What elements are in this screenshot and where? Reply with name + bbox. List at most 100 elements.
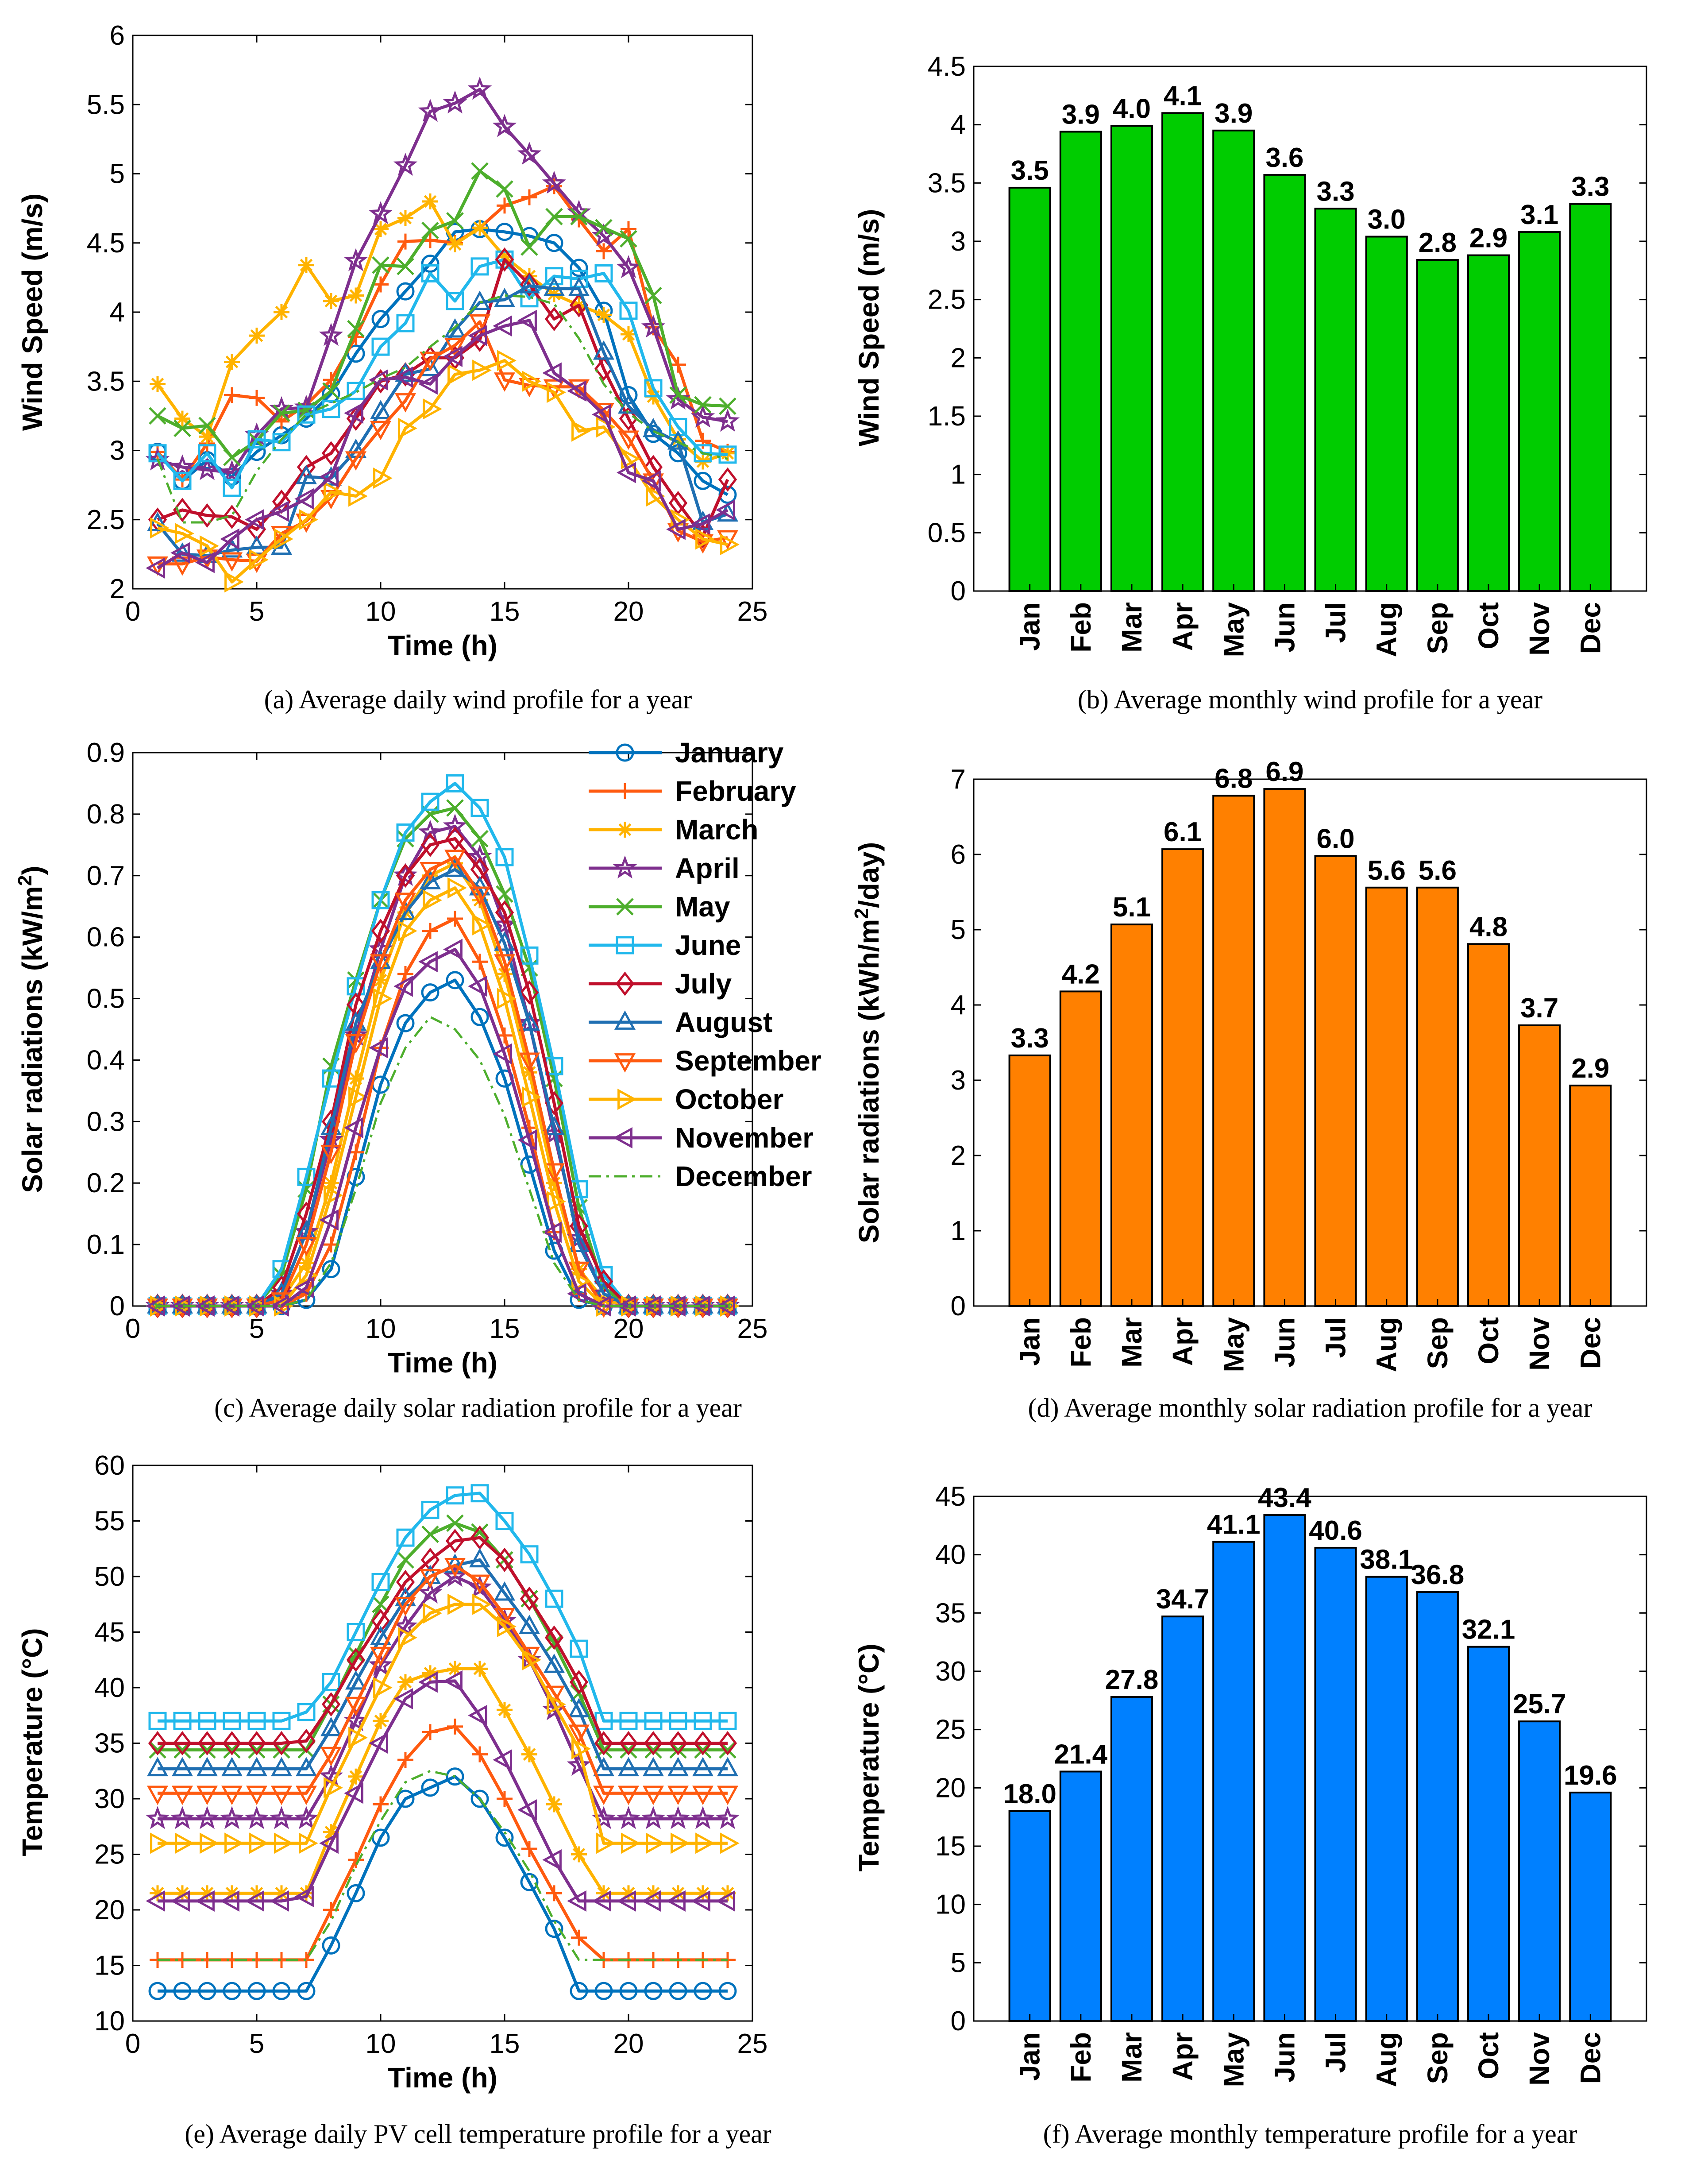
bar-value-label-b: 2.8 xyxy=(1419,228,1457,258)
data-point-e-july xyxy=(668,1731,688,1756)
y-tick-label-b: 1 xyxy=(951,460,966,490)
y-tick-label-b: 3.5 xyxy=(928,168,966,198)
data-point-e-june xyxy=(421,1500,440,1519)
data-point-a-july xyxy=(544,307,564,332)
x-category-label-f: Feb xyxy=(1065,2032,1097,2083)
data-point-c-april xyxy=(492,912,517,935)
data-point-a-september xyxy=(717,530,739,550)
data-point-a-february xyxy=(621,221,636,237)
bar-value-label-f: 40.6 xyxy=(1309,1515,1362,1546)
series-line-c-may xyxy=(158,806,728,1308)
x-category-label-f: Apr xyxy=(1167,2032,1199,2081)
x-category-label-d: Sep xyxy=(1422,1317,1454,1369)
x-category-label-d: Nov xyxy=(1523,1317,1555,1371)
y-tick-label-c: 0 xyxy=(110,1291,125,1322)
y-tick-label-c: 0.9 xyxy=(87,738,125,768)
data-point-e-november xyxy=(468,1704,487,1726)
data-point-e-april xyxy=(567,1752,591,1776)
data-point-e-july xyxy=(544,1625,564,1650)
legend-label-june: June xyxy=(675,929,741,961)
legend-marker-october xyxy=(617,1088,637,1110)
data-point-a-march xyxy=(298,257,314,273)
data-point-a-november xyxy=(666,518,686,540)
data-point-a-october xyxy=(373,467,393,489)
data-point-a-november xyxy=(617,462,636,483)
data-point-a-october xyxy=(472,359,492,381)
x-category-label-d: Jun xyxy=(1268,1317,1300,1368)
data-point-c-august xyxy=(568,1233,590,1252)
x-category-label-d: Jul xyxy=(1320,1317,1352,1358)
data-point-c-november xyxy=(617,1295,636,1317)
data-point-a-july xyxy=(520,272,539,297)
data-point-a-october xyxy=(547,382,566,403)
data-point-e-june xyxy=(297,1703,316,1721)
data-point-c-february xyxy=(397,966,413,982)
y-tick-label-e: 25 xyxy=(94,1840,125,1870)
data-point-e-february xyxy=(472,1746,488,1762)
data-point-a-may xyxy=(719,397,736,415)
data-point-a-june xyxy=(173,471,192,490)
data-point-a-june xyxy=(619,301,638,320)
data-point-e-may xyxy=(372,1595,389,1613)
data-point-a-march xyxy=(621,326,636,342)
data-point-a-april xyxy=(616,255,641,278)
data-point-e-january xyxy=(396,1789,415,1808)
data-point-a-march xyxy=(670,431,686,448)
data-point-e-january xyxy=(718,1982,737,2000)
data-point-e-august xyxy=(370,1626,392,1645)
bar-f-nov xyxy=(1518,1720,1561,2022)
data-point-a-june xyxy=(247,430,266,448)
data-point-c-august xyxy=(518,1011,540,1031)
data-point-a-may xyxy=(570,208,588,226)
data-point-c-november xyxy=(319,1209,339,1231)
data-point-a-august xyxy=(667,430,689,450)
y-tick-label-b: 0.5 xyxy=(928,518,966,548)
data-point-a-july xyxy=(321,441,341,466)
data-point-e-september xyxy=(593,1785,615,1805)
data-point-a-january xyxy=(421,255,440,273)
data-point-e-november xyxy=(567,1890,586,1912)
y-tick-label-d: 3 xyxy=(951,1065,966,1096)
data-point-e-august xyxy=(642,1757,664,1777)
x-tick-label-a: 0 xyxy=(125,596,140,627)
data-point-a-february xyxy=(397,233,413,250)
data-point-a-april xyxy=(443,90,467,114)
data-point-e-june xyxy=(198,1712,216,1730)
y-tick-label-d: 2 xyxy=(951,1140,966,1171)
data-point-a-august xyxy=(494,288,516,307)
data-point-c-september xyxy=(370,954,392,974)
y-tick-label-c: 0.6 xyxy=(87,922,125,953)
x-category-label-b: Aug xyxy=(1371,602,1403,657)
series-line-c-december xyxy=(158,1016,728,1307)
data-point-e-november xyxy=(641,1890,661,1912)
x-tick-label-c: 10 xyxy=(366,1314,396,1344)
data-point-e-march xyxy=(447,1661,463,1677)
data-point-e-october xyxy=(571,1738,591,1760)
series-line-e-july xyxy=(158,1536,728,1745)
y-tick-label-c: 0.2 xyxy=(87,1168,125,1198)
data-point-c-march xyxy=(323,1175,339,1191)
data-point-e-april xyxy=(368,1653,393,1676)
data-point-e-october xyxy=(423,1602,442,1624)
data-point-a-november xyxy=(245,509,264,530)
data-point-a-march xyxy=(224,354,240,370)
data-point-a-june xyxy=(396,314,415,332)
data-point-c-november xyxy=(418,951,438,973)
data-point-c-january xyxy=(446,971,464,989)
data-point-e-june xyxy=(173,1712,192,1730)
bar-d-may xyxy=(1212,795,1255,1307)
y-tick-label-e: 40 xyxy=(94,1673,125,1703)
legend-label-october: October xyxy=(675,1083,783,1115)
x-category-label-b: Dec xyxy=(1574,602,1606,654)
data-point-a-august xyxy=(295,465,317,484)
y-axis-label-d: Solar radiations (kWh/m2/day) xyxy=(851,842,885,1243)
data-point-e-july xyxy=(148,1731,167,1756)
data-point-e-july xyxy=(520,1586,539,1611)
data-point-a-october xyxy=(398,417,417,439)
data-point-a-april xyxy=(418,99,443,122)
data-point-c-november xyxy=(344,1117,363,1139)
data-point-e-july xyxy=(619,1731,638,1756)
data-point-a-november xyxy=(468,325,487,347)
data-point-e-march xyxy=(521,1746,537,1762)
series-a-december xyxy=(156,294,728,524)
